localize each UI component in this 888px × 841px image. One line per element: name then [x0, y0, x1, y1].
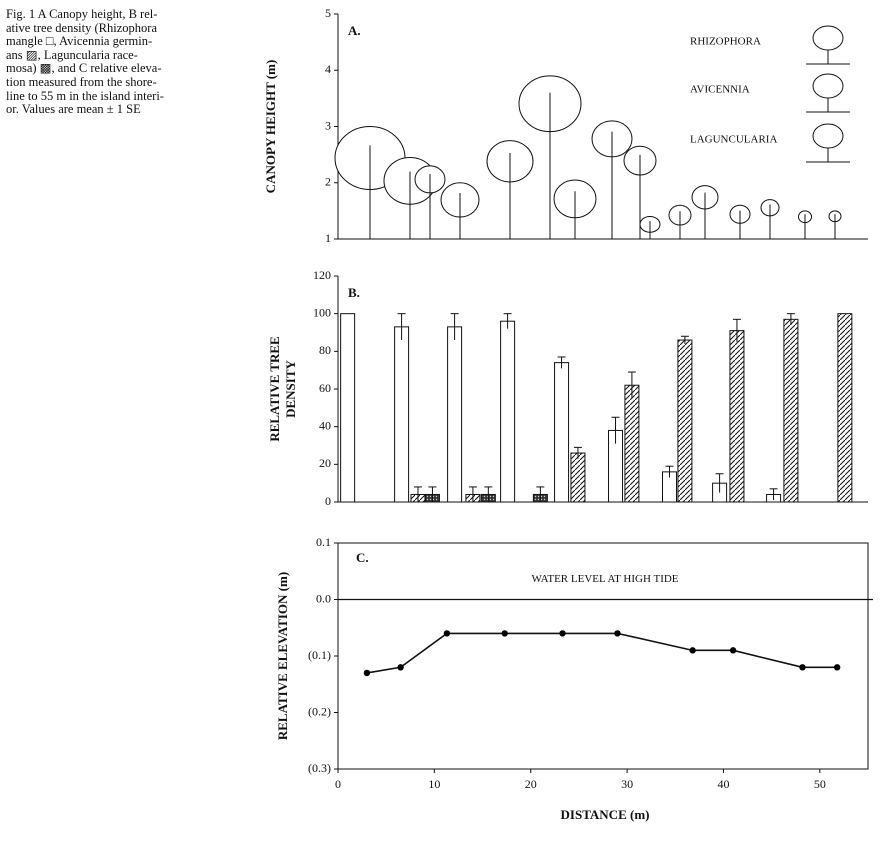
error-bar: [557, 356, 566, 369]
legend-icon: [812, 25, 844, 51]
bar: [729, 330, 745, 503]
caption-line: ans ▨, Laguncularia race-: [6, 47, 138, 62]
point: [729, 647, 737, 654]
x-tick-label: 50: [814, 777, 826, 791]
bar: [570, 452, 586, 503]
point: [689, 647, 696, 654]
bar: [394, 326, 410, 503]
point: [501, 630, 508, 637]
y-tick-label: (0.3): [308, 761, 331, 775]
x-tick-label: 0: [335, 777, 341, 791]
y-tick-label: 120: [313, 268, 331, 282]
point: [397, 664, 404, 671]
bar: [624, 384, 640, 503]
legend-label: LAGUNCULARIA: [690, 134, 777, 146]
y-tick-label: 5: [325, 6, 331, 20]
point: [799, 664, 806, 671]
y-axis-label: DENSITY: [283, 359, 298, 417]
legend-label: AVICENNIA: [690, 84, 750, 96]
error-bar: [573, 446, 582, 459]
y-tick-label: 100: [313, 305, 331, 319]
bar: [783, 318, 799, 503]
error-bar: [484, 486, 493, 502]
y-tick-label: 0.0: [316, 591, 331, 605]
error-bar: [503, 313, 512, 329]
y-tick-label: 0.1: [316, 535, 331, 549]
line: [366, 632, 838, 674]
caption-line: line to 55 m in the island interi-: [6, 88, 164, 103]
error-bar: [413, 486, 422, 502]
y-axis-label: CANOPY HEIGHT (m): [263, 60, 278, 194]
y-tick-label: (0.2): [308, 704, 331, 718]
bar: [554, 362, 570, 503]
y-tick-label: 4: [325, 62, 331, 76]
point: [363, 669, 371, 677]
caption-line: mosa) ▩, and C relative eleva-: [6, 61, 162, 76]
y-tick-label: 80: [319, 343, 331, 357]
point: [559, 630, 566, 637]
bar: [447, 326, 463, 503]
bar: [677, 339, 693, 503]
legend-icon: [812, 123, 844, 149]
caption-line: or. Values are mean ± 1 SE: [6, 102, 141, 117]
annotation: WATER LEVEL AT HIGH TIDE: [531, 573, 678, 585]
caption-line: mangle □, Avicennia germin-: [6, 34, 153, 49]
y-tick-label: 40: [319, 418, 331, 432]
y-axis-label: RELATIVE TREE: [267, 336, 282, 441]
error-bar: [468, 486, 477, 502]
error-bar: [428, 486, 437, 502]
y-axis-label: RELATIVE ELEVATION (m): [275, 572, 290, 740]
caption: Fig. 1 A Canopy height, B rel-ative tree…: [6, 7, 226, 117]
error-bar: [450, 313, 459, 341]
panel-label: C.: [356, 550, 369, 565]
bar: [340, 313, 356, 503]
y-tick-label: 20: [319, 456, 331, 470]
x-tick-label: 40: [717, 777, 729, 791]
y-tick-label: 2: [325, 175, 331, 189]
panel-label: A.: [348, 23, 361, 38]
error-bar: [665, 465, 674, 478]
error-bar: [680, 335, 689, 344]
error-bar: [769, 488, 778, 501]
bar: [500, 320, 516, 503]
point: [833, 664, 841, 671]
panel-label: B.: [348, 285, 360, 300]
y-tick-label: (0.1): [308, 648, 331, 662]
x-axis-label: DISTANCE (m): [561, 807, 650, 822]
error-bar: [715, 473, 724, 493]
error-bar: [397, 313, 406, 341]
caption-line: tion measured from the shore-: [6, 74, 157, 89]
error-bar: [732, 318, 741, 342]
y-tick-label: 1: [325, 231, 331, 245]
y-tick-label: 0: [325, 494, 331, 508]
point: [614, 630, 621, 637]
error-bar: [536, 486, 545, 502]
point: [443, 630, 451, 637]
error-bar: [611, 416, 620, 444]
legend-label: RHIZOPHORA: [690, 36, 761, 48]
x-tick-label: 30: [621, 777, 633, 791]
caption-line: Fig. 1 A Canopy height, B rel-: [6, 7, 158, 21]
error-bar: [627, 371, 636, 399]
caption-line: ative tree density (Rhizophora: [6, 20, 157, 35]
error-bar: [786, 313, 795, 325]
x-tick-label: 10: [428, 777, 440, 791]
x-tick-label: 20: [525, 777, 537, 791]
legend-icon: [812, 73, 844, 99]
y-tick-label: 60: [319, 381, 331, 395]
y-tick-label: 3: [325, 118, 331, 132]
bar: [837, 313, 853, 503]
